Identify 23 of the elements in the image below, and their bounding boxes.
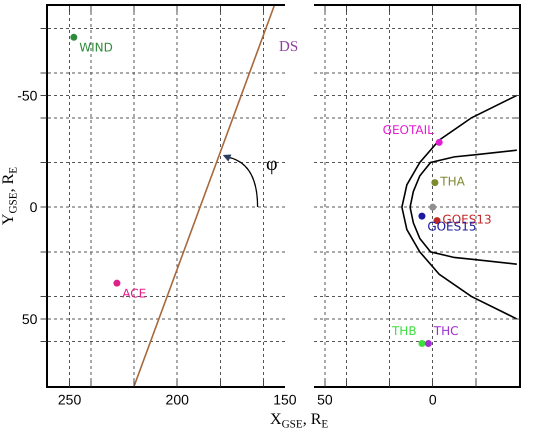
- point: [436, 138, 443, 146]
- y-tick-label: 50: [22, 310, 38, 327]
- point: [418, 340, 426, 348]
- x-tick-label: 50: [317, 392, 333, 408]
- series-label: GEOTAIL: [382, 122, 434, 137]
- series-label: THA: [439, 174, 466, 189]
- x-tick-label: 200: [166, 392, 190, 408]
- series-label: WIND: [79, 40, 113, 55]
- x-tick-label: 0: [428, 392, 437, 408]
- annotation: φ: [266, 153, 278, 175]
- x-axis-title: X$_{GSE}$, R$_{E}$: [270, 411, 328, 430]
- point: [431, 179, 438, 186]
- point: [429, 204, 436, 211]
- y-tick-label: 0: [30, 199, 38, 216]
- y-tick-label: -50: [17, 87, 38, 104]
- annotation: DS: [279, 39, 298, 55]
- series-label: THC: [432, 324, 459, 338]
- point: [418, 212, 426, 220]
- series-label: ACE: [122, 286, 146, 301]
- x-tick-label: 150: [273, 392, 297, 408]
- series-label: THB: [390, 324, 417, 338]
- point: [424, 340, 432, 348]
- x-tick-label: 250: [58, 392, 82, 408]
